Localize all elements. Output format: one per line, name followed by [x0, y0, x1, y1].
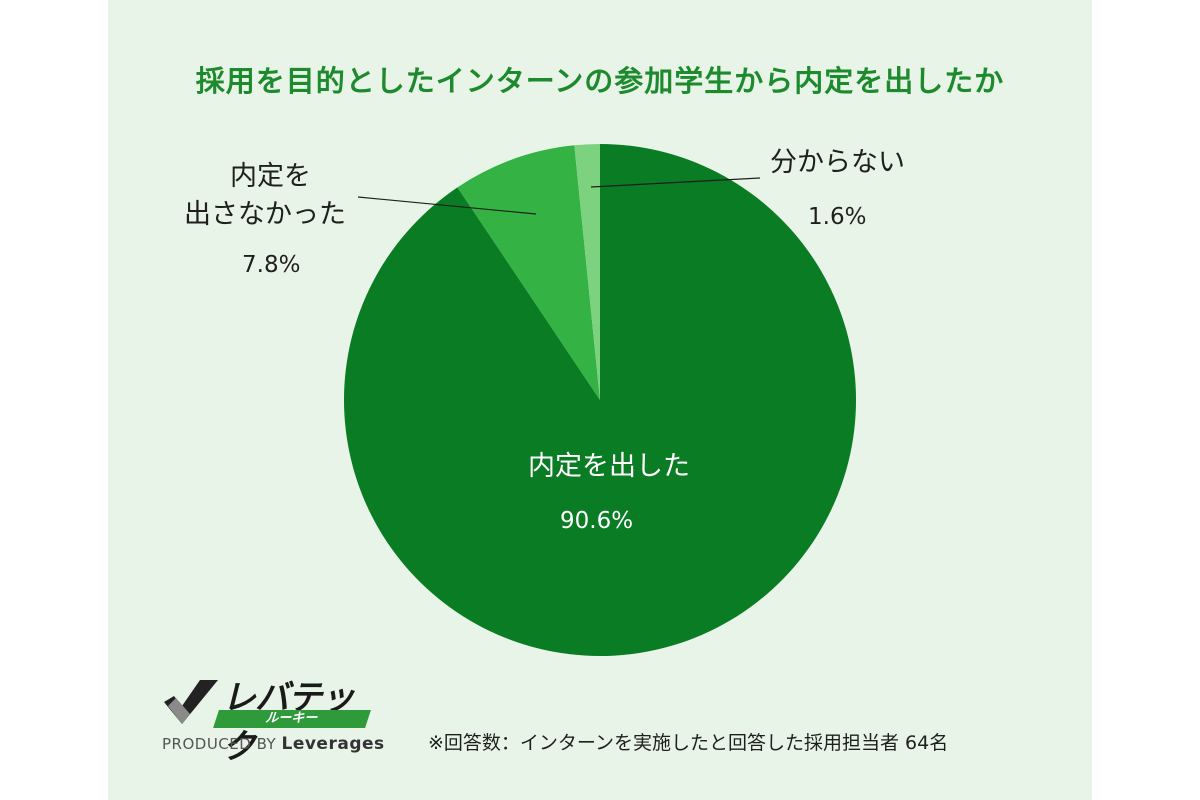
pie-slice-not-offered — [457, 145, 600, 400]
footnote: ※回答数：インターンを実施したと回答した採用担当者 64名 — [428, 732, 949, 754]
slice-label-not-offered-line1: 内定を — [230, 161, 311, 192]
produced-by: PRODUCED BY Leverages — [162, 734, 385, 754]
slice-label-unknown: 分からない — [770, 147, 905, 178]
slice-value-unknown: 1.6% — [808, 204, 867, 230]
brand-logo: レバテック ルーキー PRODUCED BY Leverages — [160, 668, 384, 767]
slice-value-not-offered: 7.8% — [242, 252, 301, 278]
produced-prefix: PRODUCED BY — [162, 735, 282, 753]
slice-value-offered: 90.6% — [560, 508, 634, 534]
produced-name: Leverages — [281, 734, 385, 754]
leader-line-not-offered — [357, 196, 537, 215]
slice-label-not-offered-line2: 出さなかった — [184, 199, 346, 230]
chart-title: 採用を目的としたインターンの参加学生から内定を出したか — [195, 64, 1005, 98]
slice-label-offered: 内定を出した — [528, 451, 690, 482]
pie-slice-unknown — [574, 144, 600, 400]
logo-subtext: ルーキー — [213, 710, 371, 728]
checkmark-logo-icon — [164, 680, 218, 724]
leader-line-unknown — [590, 177, 761, 188]
